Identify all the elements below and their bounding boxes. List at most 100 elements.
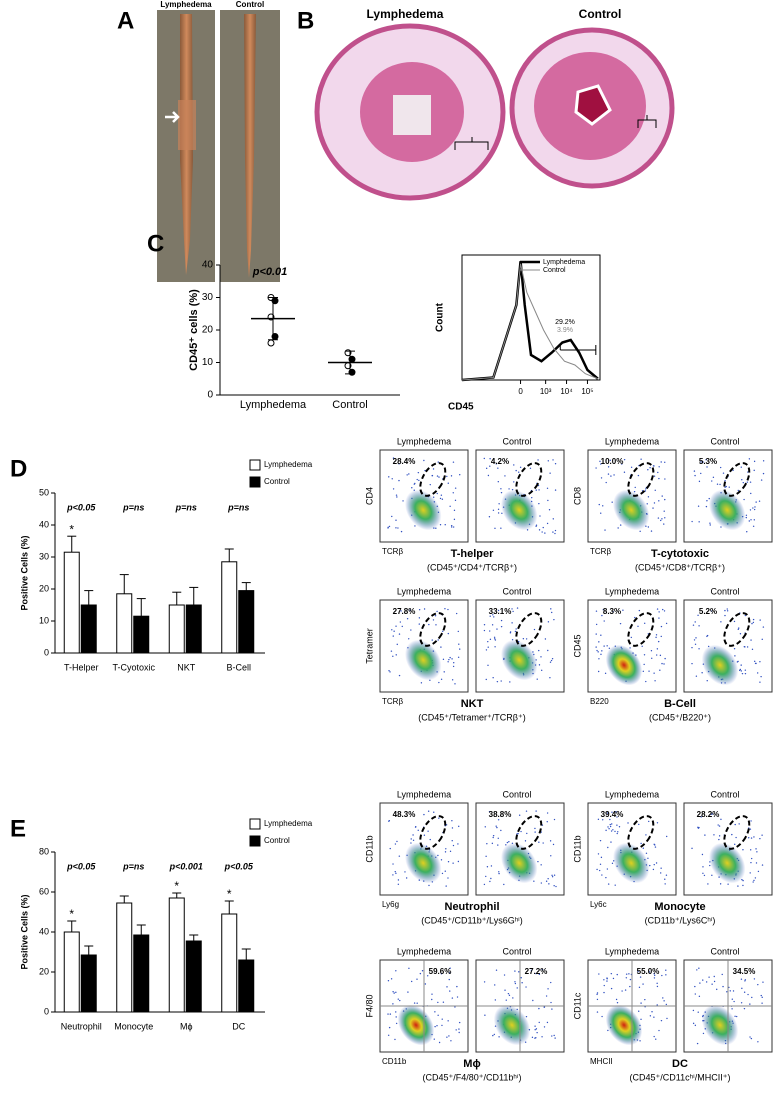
flow-dot [694, 1024, 697, 1027]
group-subtitle: (CD45⁺/F4/80⁺/CD11bʰⁱ) [423, 1072, 522, 1082]
flow-dot [390, 650, 393, 652]
flow-dot [653, 1035, 655, 1038]
flow-dot [504, 475, 506, 477]
flow-dot [611, 862, 614, 865]
density [405, 639, 442, 681]
gate-percent: 27.2% [525, 967, 548, 976]
flow-dot [743, 991, 746, 993]
flow-dot [749, 849, 752, 851]
flow-dot [722, 985, 724, 988]
flow-dot [753, 508, 756, 511]
flow-dot [734, 843, 736, 846]
flow-dot [755, 501, 757, 503]
annotation: p<0.05 [224, 861, 254, 871]
flow-dot [442, 630, 444, 633]
flow-dot [538, 502, 540, 505]
panel-letter: C [147, 230, 164, 257]
group-title: Mϕ [463, 1058, 480, 1070]
flow-dot [727, 883, 729, 885]
y-tick-label: 30 [202, 292, 214, 303]
flow-dot [429, 838, 431, 841]
flow-dot [643, 654, 646, 656]
flow-dot [387, 980, 390, 982]
flow-dot [514, 970, 516, 972]
flow-dot [490, 865, 493, 867]
flow-dot [392, 1003, 394, 1005]
flow-dot [653, 863, 655, 866]
flow-dot [434, 1011, 436, 1013]
flow-dot [611, 811, 613, 813]
flow-dot [399, 999, 401, 1002]
flow-dot [707, 883, 709, 885]
flow-dot [389, 847, 391, 850]
flow-dot [438, 817, 440, 819]
flow-dot [751, 996, 753, 999]
flow-dot [706, 634, 709, 637]
flow-dot [697, 614, 699, 617]
flow-dot [691, 646, 693, 649]
flow-dot [413, 483, 416, 485]
flow-dot [447, 661, 449, 663]
flow-dot [547, 499, 549, 502]
flow-dot [431, 998, 433, 1001]
legend-label: Lymphedema [264, 460, 313, 469]
flow-dot [538, 1007, 540, 1010]
flow-dot [503, 974, 506, 976]
flow-dot [748, 837, 750, 839]
flow-dot [640, 842, 642, 845]
flow-dot [694, 993, 697, 995]
flow-dot [693, 470, 696, 472]
plot-label: Control [502, 586, 531, 596]
flow-dot [603, 645, 605, 647]
flow-dot [664, 657, 666, 660]
flow-dot [695, 675, 698, 677]
flow-dot [603, 979, 605, 981]
flow-dot [658, 611, 660, 613]
flow-dot [616, 832, 618, 835]
flow-dot [609, 459, 611, 461]
flow-dot [546, 522, 549, 525]
flow-dot [525, 1015, 528, 1018]
plot-label: Lymphedema [397, 789, 451, 799]
density [405, 489, 442, 531]
flow-dot [431, 639, 433, 641]
flow-dot [494, 999, 497, 1001]
bar [221, 561, 238, 654]
gate [515, 462, 543, 497]
flow-dot [705, 459, 707, 461]
flow-dot [637, 970, 639, 973]
flow-dot [724, 480, 726, 482]
flow-dot [624, 989, 627, 991]
flow-dot [500, 527, 502, 529]
flow-dot [496, 680, 499, 683]
plot-label: Control [710, 946, 739, 956]
x-tick-label: Lymphedema [240, 399, 307, 411]
flow-dot [665, 1003, 668, 1006]
flow-dot [661, 518, 663, 520]
flow-dot [452, 844, 455, 847]
flow-dot [661, 662, 663, 665]
flow-dot [387, 1013, 389, 1015]
flow-dot [638, 823, 640, 826]
flow-dot [549, 472, 551, 474]
x-tick-label: 0 [518, 387, 523, 396]
flow-dot [719, 883, 722, 885]
group-title: Monocyte [654, 901, 705, 913]
flow-dot [622, 609, 624, 611]
flow-dot [653, 1016, 655, 1018]
flow-dot [609, 825, 612, 828]
flow-dot [550, 608, 552, 610]
gate-percent: 38.8% [489, 810, 512, 819]
flow-dot [420, 682, 423, 684]
flow-dot [553, 818, 556, 821]
annotation: p=ns [175, 502, 197, 512]
flow-dot [739, 633, 742, 635]
group-subtitle: (CD11b⁺/Lys6Cʰⁱ) [645, 915, 716, 925]
flow-dot [455, 1029, 457, 1031]
gate [419, 815, 447, 850]
flow-dot [456, 985, 458, 988]
flow-dot [657, 640, 660, 643]
group-title: T-cytotoxic [651, 548, 709, 560]
flow-dot [709, 524, 711, 526]
flow-dot [513, 481, 515, 483]
